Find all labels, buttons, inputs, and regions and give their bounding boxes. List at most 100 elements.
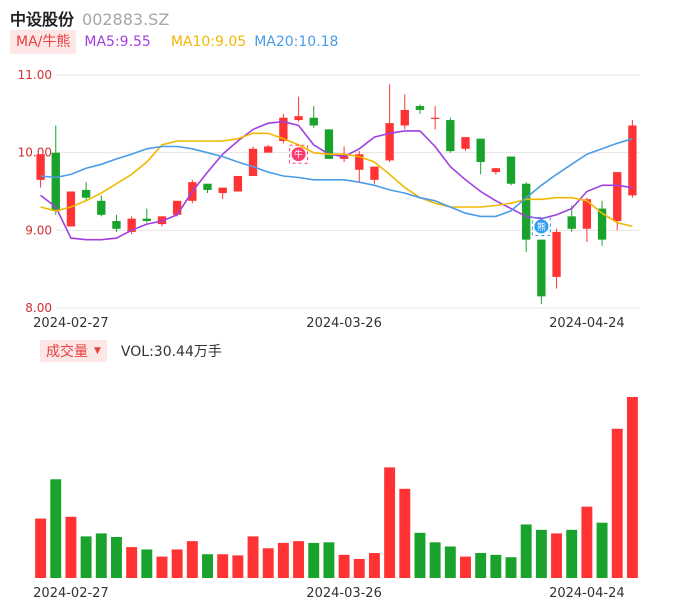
volume-bar [277,542,289,578]
candle[interactable] [97,195,106,217]
candle-body [385,123,394,161]
candle-body [537,239,546,297]
bull-marker-icon[interactable]: 牛 [289,144,309,164]
candle[interactable] [461,137,470,152]
volume-bar [141,549,153,578]
volume-bar [475,553,487,578]
volume-bar [262,548,274,578]
volume-bar [611,428,623,578]
bear-marker-icon[interactable]: 熊 [531,216,551,236]
price-y-tick-label: 11.00 [18,68,52,82]
candle-body [294,116,303,121]
candle-body [218,187,227,194]
volume-bar [35,518,47,578]
volume-bar [399,488,411,578]
candle[interactable] [264,144,273,153]
candle-body [97,200,106,215]
candle-body [203,183,212,190]
candle-body [324,129,334,159]
candle[interactable] [582,197,592,242]
volume-bar [490,554,502,578]
caret-down-icon: ▼ [94,346,101,356]
candle[interactable] [218,187,227,200]
candle-body [415,106,425,110]
candle[interactable] [597,200,607,246]
candle[interactable] [385,84,394,162]
candle-body [142,218,151,222]
candle[interactable] [400,94,409,130]
candle-body [309,117,318,126]
volume-bar [126,547,138,578]
candle[interactable] [309,106,318,128]
marker-label: 熊 [537,221,546,233]
candle[interactable] [506,156,516,186]
candle-body [567,216,576,229]
candle[interactable] [370,166,379,184]
price-candlestick-chart[interactable]: 8.00 9.00 10.00 11.00 2024-02-27 2024-03-26 20… [0,0,686,340]
candle-body [597,208,607,240]
candle[interactable] [36,154,45,188]
volume-bar [110,536,122,578]
candle-body [552,231,561,277]
candle[interactable] [476,138,485,175]
price-x-tick-label: 2024-03-26 [306,316,382,331]
candle[interactable] [248,146,258,176]
candle-body [81,189,91,198]
candle[interactable] [203,183,212,194]
candle[interactable] [112,214,121,232]
candle-body [476,138,485,162]
candle-body [522,183,531,240]
candle[interactable] [628,120,637,198]
candle-body [264,146,273,153]
candle-body [430,117,440,119]
candle-body [279,117,288,142]
volume-x-tick-label: 2024-02-27 [33,586,109,601]
candle-body [172,200,182,215]
candle[interactable] [491,168,501,175]
candle[interactable] [567,205,576,232]
volume-bar [551,533,563,578]
candle[interactable] [142,208,151,223]
ma20-line [40,137,633,218]
candle[interactable] [537,239,546,305]
candle-body [491,168,501,173]
price-x-tick-label: 2024-02-27 [33,316,109,331]
candle-body [370,166,379,180]
ma5-legend-label: MA5:9.55 [84,34,151,50]
candle[interactable] [613,172,622,231]
candle[interactable] [430,106,440,130]
candle[interactable] [233,175,243,192]
candle[interactable] [127,216,136,235]
volume-x-tick-label: 2024-04-24 [549,586,625,601]
volume-legend: 成交量 ▼ VOL:30.44万手 [40,340,222,362]
stock-code: 002883.SZ [82,10,170,29]
candle[interactable] [446,117,455,153]
volume-bar [323,542,335,578]
candle[interactable] [415,104,425,114]
volume-bar [217,554,229,578]
candle[interactable] [552,228,561,289]
ma-indicator-selector[interactable]: MA/牛熊 [10,30,77,54]
candle-body [461,137,470,149]
price-y-tick-label: 9.00 [25,223,52,237]
volume-bar [626,397,638,578]
volume-bar [232,555,244,578]
volume-bar [293,541,305,578]
candle-body [582,199,592,229]
candle[interactable] [66,191,76,227]
candle-body [127,218,136,232]
volume-bar [566,529,578,578]
volume-bar [338,554,350,578]
marker-frame [531,216,551,236]
volume-bar [414,532,426,578]
volume-bar [368,553,380,578]
candle-body [248,148,258,176]
volume-indicator-selector[interactable]: 成交量 ▼ [40,340,107,362]
candle-body [506,156,516,184]
candle[interactable] [294,96,303,122]
candle[interactable] [81,182,91,201]
candle-body [112,221,121,229]
price-y-tick-label: 8.00 [25,301,52,315]
candle[interactable] [51,125,60,215]
candle-body [355,154,364,170]
